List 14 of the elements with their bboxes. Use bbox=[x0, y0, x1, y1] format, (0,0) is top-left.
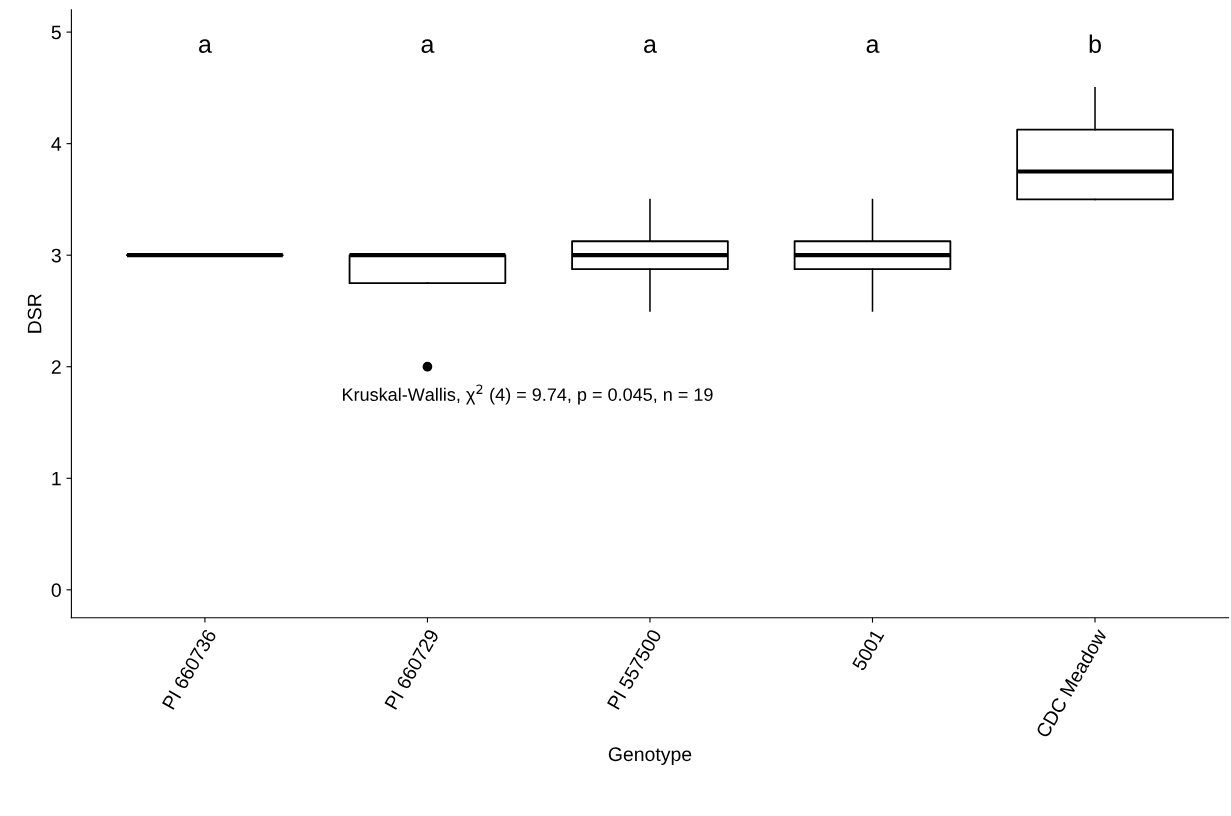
annotation: Kruskal-Wallis, χ$^{2}$ (4) = 9.74, p = 0.045, n = 19 bbox=[343, 384, 713, 405]
y-tick-label: 2 bbox=[51, 360, 61, 374]
y-tick-label: 1 bbox=[52, 471, 61, 486]
y-tick-label: 5 bbox=[51, 25, 61, 40]
annotation: b bbox=[1089, 34, 1101, 53]
annotation: a bbox=[866, 39, 880, 53]
y-tick-label: 3 bbox=[51, 248, 61, 263]
y-axis-title: DSR bbox=[27, 294, 42, 333]
annotation: a bbox=[644, 39, 657, 53]
annotation: a bbox=[421, 39, 435, 53]
annotation: a bbox=[199, 39, 212, 53]
x-axis-title: Genotype bbox=[608, 747, 692, 765]
y-tick-label: 0 bbox=[51, 583, 61, 598]
y-tick-label: 4 bbox=[51, 137, 62, 151]
